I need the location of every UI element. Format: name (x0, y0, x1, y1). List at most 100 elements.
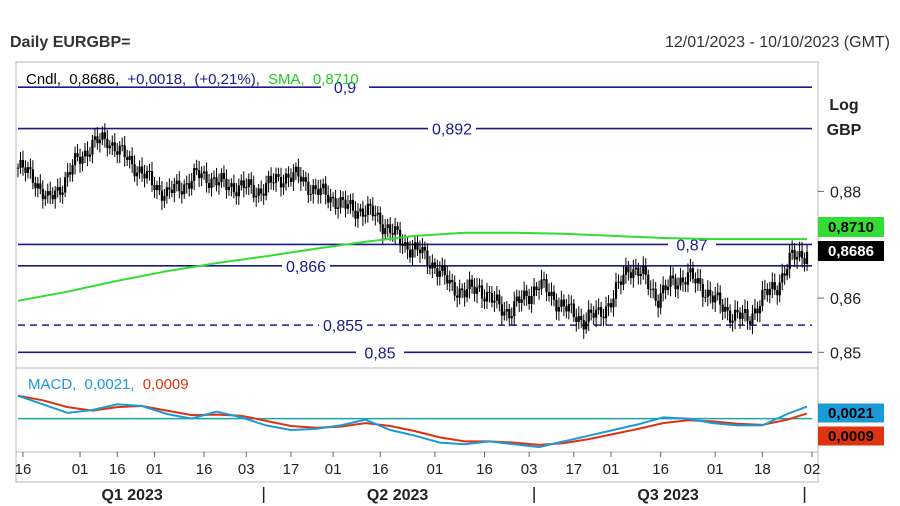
candle-body-130 (339, 197, 342, 208)
macd-line (17, 394, 808, 449)
candle-body-213 (545, 279, 548, 293)
candle-body-254 (647, 274, 650, 290)
candle-body-19 (64, 177, 67, 193)
candle-body-178 (458, 288, 461, 298)
price-legend: Cndl, 0,8686, +0,0018, (+0,21%), SMA, 0,… (26, 71, 359, 88)
candle-body-150 (389, 224, 392, 234)
candle-body-204 (523, 290, 526, 300)
candle-body-27 (83, 150, 87, 157)
legend-signal-value: 0,0009 (143, 376, 189, 393)
candle-body-82 (220, 173, 223, 183)
candle-body-56 (155, 185, 159, 190)
legend-cndl-label: Cndl, (26, 71, 61, 88)
candle-body-224 (572, 303, 575, 318)
candle-body-282 (716, 292, 719, 296)
candle-body-264 (671, 275, 675, 279)
x-tick-label-8: 16 (372, 461, 389, 478)
candle-body-41 (118, 145, 121, 155)
candle-body-92 (245, 187, 248, 189)
candle-body-273 (694, 278, 697, 284)
candle-body-259 (659, 293, 662, 308)
candle-body-265 (674, 278, 677, 290)
x-tick-label-7: 01 (325, 461, 342, 478)
candle-body-58 (160, 190, 164, 201)
candle-body-246 (627, 266, 630, 273)
candle-body-71 (193, 168, 196, 181)
candle-body-4 (26, 167, 30, 174)
candle-body-32 (96, 136, 99, 144)
x-tick-label-11: 03 (521, 461, 538, 478)
candle-body-177 (456, 295, 459, 298)
candle-body-144 (374, 214, 377, 217)
candle-body-278 (706, 289, 709, 297)
candle-body-152 (394, 226, 397, 235)
candle-body-48 (136, 172, 139, 177)
candle-body-193 (495, 294, 498, 301)
candle-body-298 (756, 308, 759, 314)
y-tick-label-0: 0,88 (830, 184, 861, 201)
candle-body-44 (126, 157, 129, 161)
candle-body-83 (222, 173, 226, 179)
candle-body-45 (128, 155, 131, 161)
candle-body-89 (237, 185, 240, 197)
candle-body-23 (73, 153, 77, 166)
candle-body-308 (781, 273, 784, 283)
candle-body-229 (585, 321, 588, 330)
x-tick-label-3: 01 (146, 461, 163, 478)
candle-body-226 (577, 315, 580, 322)
candle-body-245 (624, 266, 628, 275)
candle-body-313 (793, 249, 796, 260)
candle-body-134 (349, 199, 352, 205)
candle-body-38 (111, 142, 114, 146)
candle-body-36 (106, 138, 109, 149)
candle-body-8 (36, 183, 39, 189)
candle-body-260 (662, 285, 665, 294)
candle-body-218 (557, 307, 561, 312)
candle-body-185 (475, 287, 479, 294)
candle-body-5 (29, 167, 32, 170)
candle-body-230 (587, 309, 590, 322)
candle-body-184 (473, 286, 476, 294)
x-tick-label-14: 16 (652, 461, 669, 478)
sma-last-value: 0,8710 (828, 219, 874, 236)
candle-body-187 (480, 285, 484, 299)
y-scale-label: Log (829, 97, 858, 114)
candle-body-242 (617, 281, 620, 283)
x-tick-label-12: 17 (565, 461, 582, 478)
candle-body-287 (729, 310, 732, 323)
x-tick-label-9: 01 (427, 461, 444, 478)
candle-body-183 (470, 279, 474, 287)
candle-body-100 (265, 183, 268, 196)
candle-body-299 (758, 306, 761, 314)
candle-body-180 (463, 290, 466, 298)
candle-body-179 (461, 288, 464, 291)
candle-body-102 (269, 175, 273, 183)
candle-body-203 (520, 299, 523, 304)
candle-body-205 (525, 290, 528, 297)
candle-body-194 (498, 294, 501, 305)
candle-body-303 (768, 288, 771, 296)
candle-body-274 (696, 278, 699, 284)
candle-body-46 (131, 155, 134, 165)
candle-body-251 (639, 273, 642, 276)
candle-body-67 (183, 184, 186, 195)
candle-body-248 (632, 269, 635, 279)
candle-body-236 (602, 316, 605, 319)
candle-body-6 (31, 169, 34, 183)
legend-change: +0,0018, (127, 71, 186, 88)
candle-body-316 (800, 250, 804, 259)
candle-body-135 (351, 199, 355, 211)
candle-body-285 (724, 306, 727, 312)
candle-body-84 (225, 178, 228, 191)
candle-body-262 (666, 286, 670, 291)
candle-body-223 (570, 303, 573, 305)
candle-body-35 (103, 132, 106, 139)
candle-body-120 (314, 185, 317, 190)
candle-body-86 (230, 183, 233, 187)
candle-body-66 (180, 191, 183, 195)
candle-body-117 (307, 181, 310, 195)
candle-body-286 (726, 306, 729, 311)
candle-body-221 (565, 306, 568, 312)
x-tick-label-13: 01 (603, 461, 620, 478)
candle-body-169 (436, 267, 439, 277)
